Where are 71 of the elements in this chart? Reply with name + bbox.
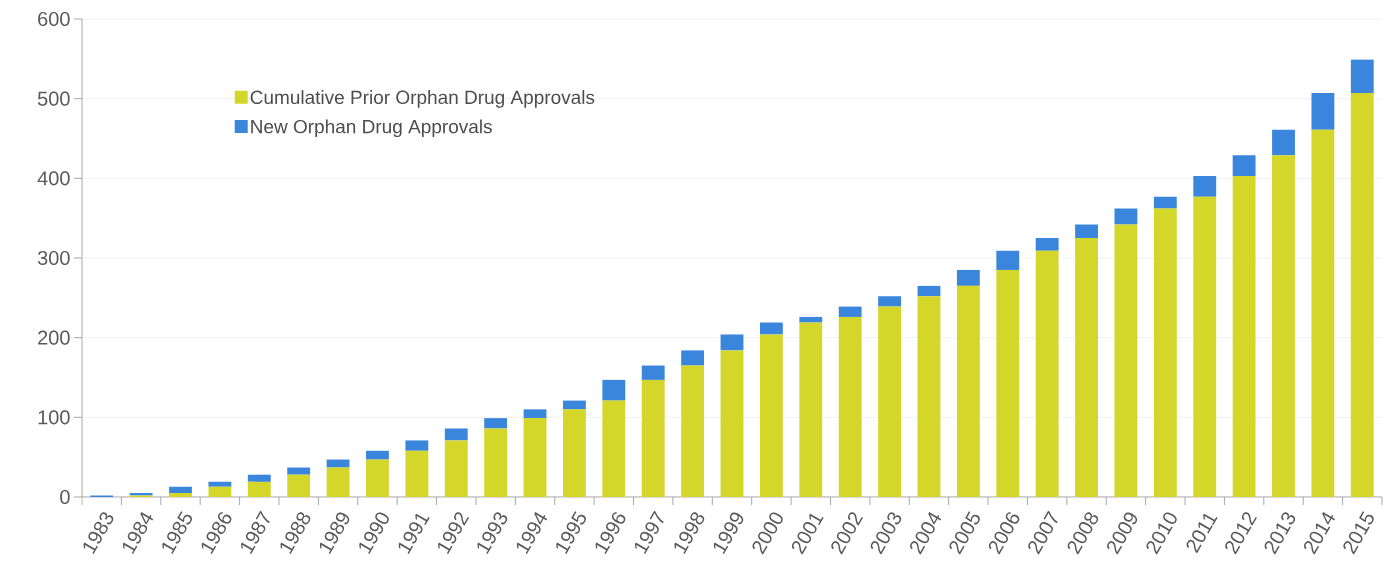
- bar: [799, 316, 823, 323]
- y-tick-label: 600: [38, 11, 70, 27]
- bar: [838, 316, 862, 497]
- bar: [681, 365, 705, 497]
- bar: [759, 334, 783, 497]
- bar: [956, 285, 980, 497]
- y-tick-label: 300: [37, 250, 70, 266]
- bar: [563, 400, 586, 410]
- bar: [444, 440, 468, 497]
- bar: [602, 400, 626, 497]
- bar: [720, 350, 744, 497]
- bar: [1075, 238, 1098, 497]
- bar: [405, 450, 429, 497]
- bar: [1272, 155, 1295, 497]
- bar: [838, 306, 862, 317]
- bar: [326, 459, 350, 468]
- bar: [287, 467, 311, 475]
- bar: [917, 296, 941, 497]
- bar: [1311, 93, 1335, 130]
- bar: [247, 474, 271, 482]
- bar: [1035, 250, 1059, 497]
- bar: [641, 365, 665, 380]
- bar: [523, 418, 547, 497]
- bar: [563, 409, 586, 497]
- bar: [444, 428, 468, 441]
- bar: [1232, 155, 1256, 176]
- bar: [366, 450, 389, 460]
- bar: [996, 269, 1020, 497]
- bar: [1114, 208, 1138, 225]
- bar: [878, 306, 901, 497]
- bar: [996, 250, 1020, 270]
- bar: [720, 334, 744, 351]
- bar: [681, 350, 705, 366]
- bar: [1272, 129, 1295, 156]
- bar: [1114, 224, 1138, 497]
- bar: [917, 285, 941, 297]
- bar: [484, 428, 508, 497]
- bar: [1035, 238, 1059, 251]
- bar: [366, 459, 389, 497]
- bar: [878, 296, 901, 307]
- legend-label: New Orphan Drug Approvals: [251, 119, 492, 138]
- y-tick-label: 200: [38, 330, 70, 345]
- y-tick-label: 100: [38, 410, 70, 425]
- bar: [602, 379, 626, 401]
- y-tick-label: 400: [37, 171, 70, 186]
- bar: [169, 493, 192, 497]
- bar: [1075, 224, 1098, 239]
- bar: [1232, 175, 1256, 497]
- bar: [1350, 93, 1374, 497]
- bar: [1311, 129, 1335, 497]
- bar: [523, 409, 547, 419]
- bar: [956, 269, 980, 286]
- bar: [799, 322, 823, 497]
- bar: [1350, 59, 1374, 94]
- bar: [1193, 175, 1217, 197]
- y-tick-label: 500: [37, 91, 70, 106]
- bar: [287, 474, 311, 497]
- bar: [247, 481, 271, 497]
- bar: [326, 467, 350, 497]
- bar: [405, 440, 429, 451]
- bar: [759, 322, 783, 335]
- bar: [208, 481, 232, 487]
- bar: [1193, 196, 1217, 497]
- y-tick-label: 0: [60, 489, 70, 505]
- bar: [208, 486, 232, 497]
- bar: [1153, 208, 1177, 497]
- bar: [169, 486, 192, 493]
- bar: [641, 379, 665, 497]
- bar: [1153, 196, 1177, 209]
- legend-label: Cumulative Prior Orphan Drug Approvals: [250, 90, 595, 108]
- bar: [484, 418, 508, 429]
